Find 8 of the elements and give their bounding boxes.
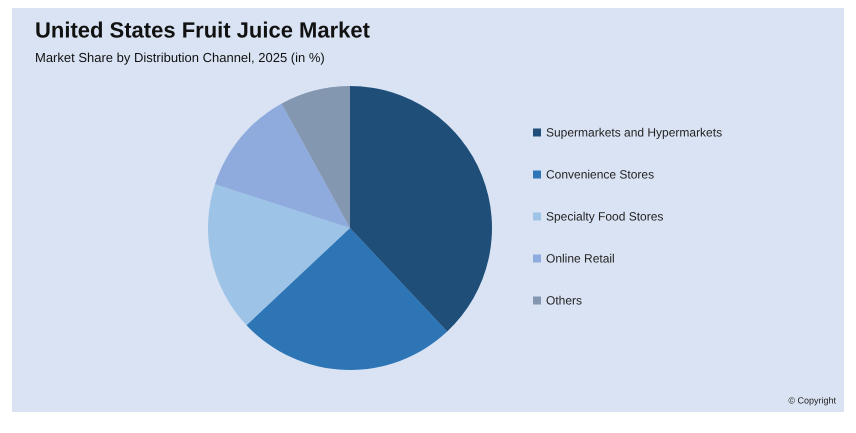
legend-label: Online Retail	[546, 252, 615, 266]
chart-title: United States Fruit Juice Market	[35, 18, 371, 42]
legend-label: Convenience Stores	[546, 168, 654, 182]
legend-label: Specialty Food Stores	[546, 210, 664, 224]
chart-subtitle: Market Share by Distribution Channel, 2025 (in %)	[35, 50, 325, 65]
legend-label: Supermarkets and Hypermarkets	[546, 126, 722, 140]
legend-label: Others	[546, 294, 582, 308]
text: © Copyright	[788, 396, 836, 406]
